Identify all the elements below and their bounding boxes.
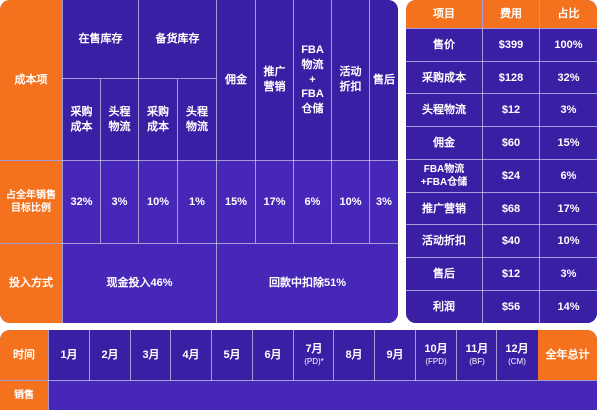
header-first-leg-1: 头程物流 (101, 79, 138, 160)
month-header: 12月 (CM) (497, 330, 537, 380)
month-label: 9月 (386, 348, 404, 361)
row-item-label: 推广营销 (406, 193, 482, 225)
month-header: 10月 (FPD) (416, 330, 456, 380)
row-cost-value: $12 (483, 258, 539, 290)
header-purchase-cost-1: 采购成本 (63, 79, 100, 160)
month-label: 4月 (182, 348, 200, 361)
row-cost-value: $128 (483, 62, 539, 94)
cash-input-cell: 现金投入46% (63, 244, 216, 323)
header-inventory-backup: 备货库存 (139, 0, 216, 78)
month-event-tag: (FPD) (425, 357, 447, 367)
col-header-cost: 费用 (483, 0, 539, 28)
month-header: 8月 (334, 330, 374, 380)
row-pct-value: 14% (540, 291, 597, 323)
row-item-label: 售后 (406, 258, 482, 290)
month-label: 2月 (101, 348, 119, 361)
ratio-cell: 10% (139, 161, 177, 243)
month-label: 5月 (223, 348, 241, 361)
month-event-tag: (CM) (508, 357, 526, 367)
row-item-label: FBA物流 +FBA仓储 (406, 160, 482, 192)
time-label: 时间 (0, 330, 48, 380)
ratio-cell: 32% (63, 161, 100, 243)
annual-total-label: 全年总计 (538, 330, 597, 380)
month-label: 6月 (264, 348, 282, 361)
header-promotion: 推广营销 (256, 0, 293, 160)
row-pct-value: 100% (540, 29, 597, 61)
row-header-ratio: 占全年销售目标比例 (0, 161, 62, 243)
ratio-cell: 6% (294, 161, 331, 243)
month-header: 6月 (253, 330, 293, 380)
month-label: 8月 (345, 348, 363, 361)
month-event-tag: (PD)* (304, 357, 324, 367)
month-event-tag: (BF) (469, 357, 485, 367)
row-item-label: 活动折扣 (406, 225, 482, 257)
col-header-item: 项目 (406, 0, 482, 28)
month-header: 11月 (BF) (457, 330, 497, 380)
month-header: 7月 (PD)* (294, 330, 334, 380)
row-item-label: 头程物流 (406, 94, 482, 126)
ratio-cell: 15% (217, 161, 255, 243)
header-discount: 活动折扣 (332, 0, 369, 160)
row-cost-value: $60 (483, 127, 539, 159)
month-header: 4月 (171, 330, 211, 380)
row-item-label: 佣金 (406, 127, 482, 159)
row-cost-value: $24 (483, 160, 539, 192)
header-purchase-cost-2: 采购成本 (139, 79, 177, 160)
refund-deduct-cell: 回款中扣除51% (217, 244, 398, 323)
ratio-cell: 17% (256, 161, 293, 243)
row-header-cost-item: 成本项 (0, 0, 62, 160)
month-label: 7月 (305, 343, 323, 356)
row-pct-value: 3% (540, 94, 597, 126)
row-cost-value: $68 (483, 193, 539, 225)
month-header: 2月 (90, 330, 130, 380)
cost-structure-table: 成本项 占全年销售目标比例 投入方式 在售库存 备货库存 采购成本 头程物流 采… (0, 0, 398, 323)
row-pct-value: 32% (540, 62, 597, 94)
month-label: 12月 (505, 343, 529, 356)
row-pct-value: 17% (540, 193, 597, 225)
row-item-label: 利润 (406, 291, 482, 323)
second-row-label: 销售 (0, 381, 48, 410)
row-cost-value: $399 (483, 29, 539, 61)
second-row-fill (49, 381, 597, 410)
ratio-cell: 10% (332, 161, 369, 243)
row-cost-value: $56 (483, 291, 539, 323)
header-first-leg-2: 头程物流 (178, 79, 216, 160)
month-header: 5月 (212, 330, 252, 380)
header-inventory-local: 在售库存 (63, 0, 138, 78)
month-header: 9月 (375, 330, 415, 380)
month-header: 1月 (49, 330, 89, 380)
header-commission: 佣金 (217, 0, 255, 160)
header-after-sales: 售后 (370, 0, 398, 160)
month-label: 10月 (424, 343, 448, 356)
row-header-input: 投入方式 (0, 244, 62, 323)
row-pct-value: 6% (540, 160, 597, 192)
row-cost-value: $40 (483, 225, 539, 257)
month-label: 11月 (465, 343, 489, 356)
ratio-cell: 3% (370, 161, 398, 243)
ratio-cell: 3% (101, 161, 138, 243)
header-fba: FBA 物流 + FBA 仓储 (294, 0, 331, 160)
month-label: 3月 (142, 348, 160, 361)
row-pct-value: 10% (540, 225, 597, 257)
ratio-cell: 1% (178, 161, 216, 243)
col-header-pct: 占比 (540, 0, 597, 28)
month-header: 3月 (131, 330, 171, 380)
row-item-label: 采购成本 (406, 62, 482, 94)
price-breakdown-table: 项目 费用 占比 售价 $399 100% 采购成本 $128 32% 头程物流 $12 3% 佣… (406, 0, 597, 323)
row-cost-value: $12 (483, 94, 539, 126)
row-pct-value: 3% (540, 258, 597, 290)
row-item-label: 售价 (406, 29, 482, 61)
monthly-plan-table: 时间 1月 2月 3月 4月 5月 6月 7月 (PD)* 8月 9月 10月 (FPD) 11月 (BF… (0, 330, 597, 410)
row-pct-value: 15% (540, 127, 597, 159)
month-label: 1月 (60, 348, 78, 361)
